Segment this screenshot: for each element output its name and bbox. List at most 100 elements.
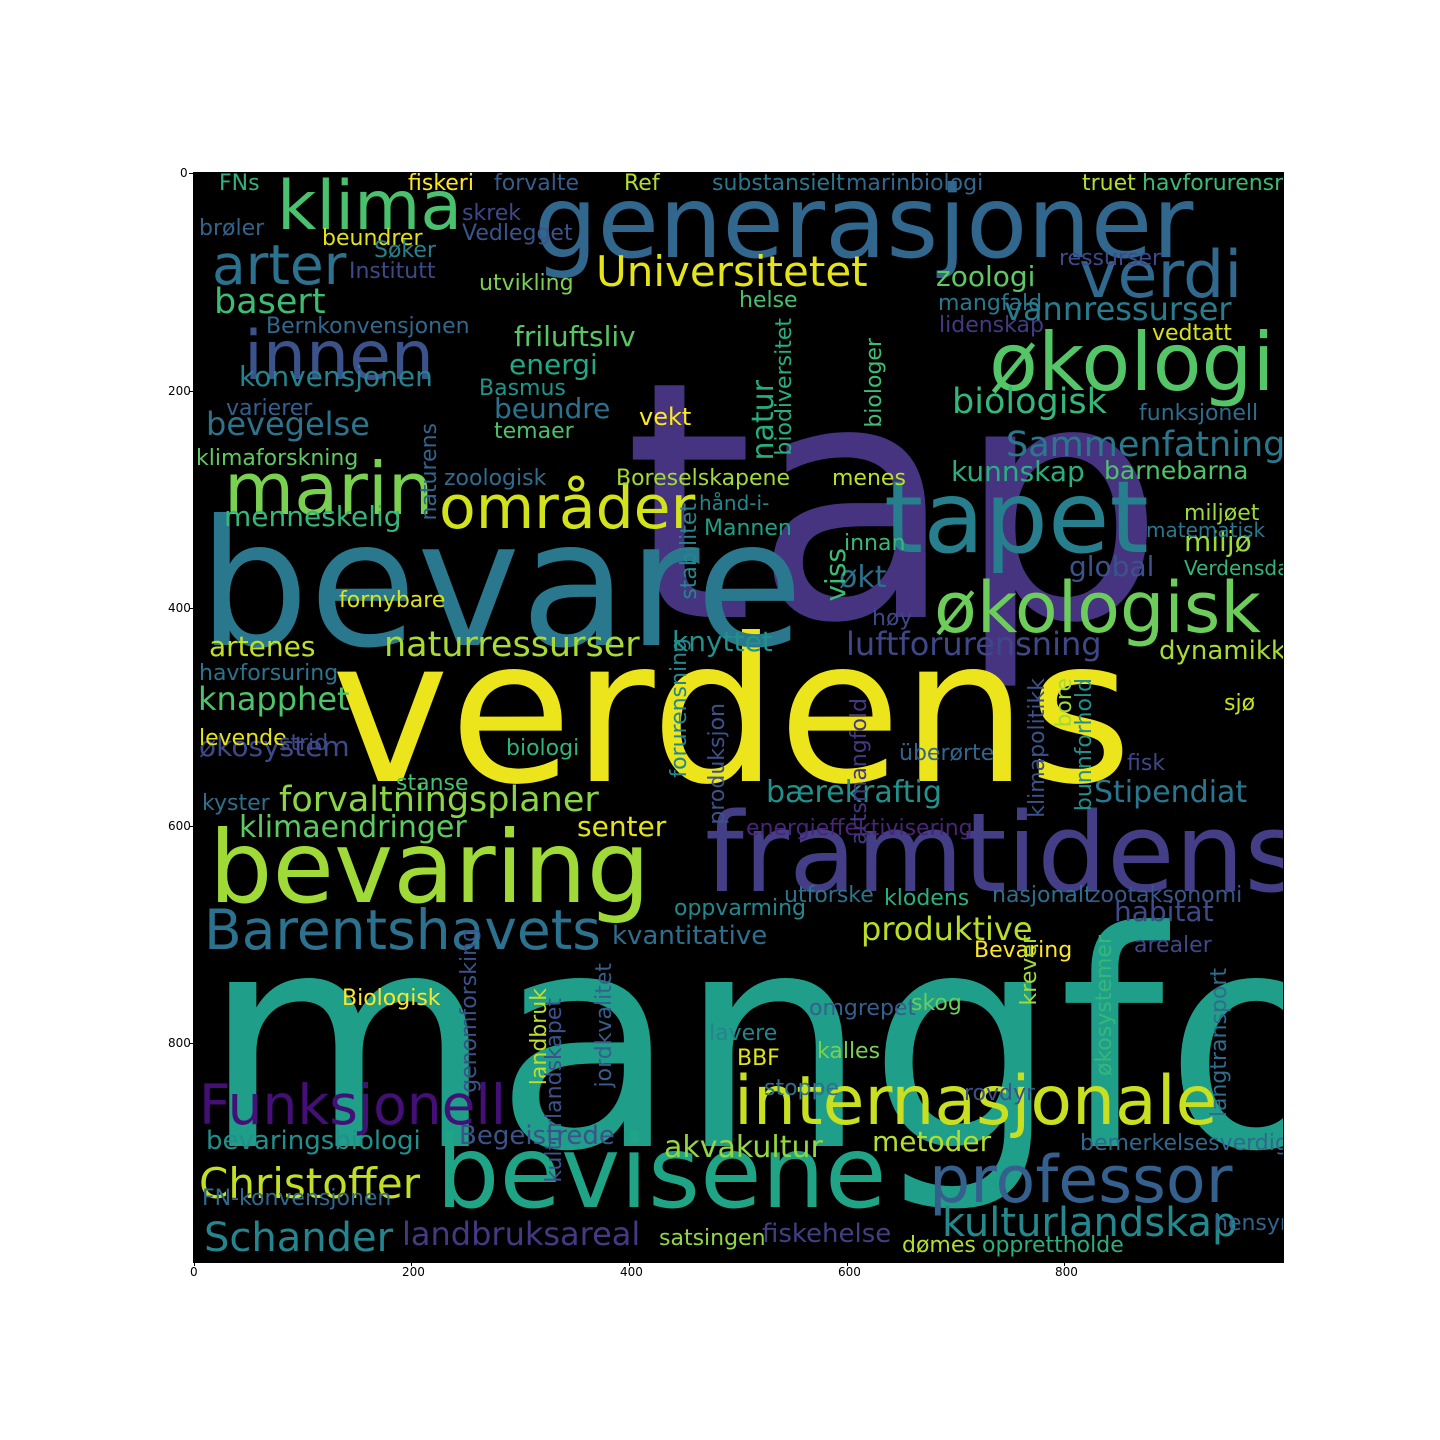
x-tick-mark <box>194 1262 195 1266</box>
cloud-word: Ref <box>624 173 660 196</box>
cloud-word: utvikling <box>479 271 574 296</box>
cloud-word: opprettholde <box>982 1233 1124 1258</box>
cloud-word: stanse <box>396 771 469 796</box>
cloud-word: konvensjonen <box>239 360 433 393</box>
cloud-word: høy <box>872 606 913 631</box>
cloud-word: vekt <box>639 403 692 431</box>
cloud-word: temaer <box>494 419 574 444</box>
cloud-word: forurensning <box>667 638 692 778</box>
cloud-word: bevaringsbiologi <box>206 1126 421 1156</box>
cloud-word: artenes <box>209 630 316 663</box>
cloud-word: forvalte <box>494 173 580 196</box>
cloud-word: Boreselskapene <box>616 466 791 491</box>
cloud-word: senter <box>577 810 667 843</box>
x-tick-label: 0 <box>190 1265 198 1279</box>
cloud-word: akvakultur <box>664 1130 823 1165</box>
x-tick-mark <box>629 1262 630 1266</box>
cloud-word: varierer <box>226 396 313 421</box>
cloud-word: produksjon <box>705 703 730 825</box>
cloud-word: hånd-i- <box>699 491 770 515</box>
cloud-word: innen <box>244 317 435 396</box>
cloud-word: omgrepet <box>809 996 917 1021</box>
cloud-word: menes <box>832 466 906 491</box>
cloud-word: bevisene <box>436 1114 887 1231</box>
cloud-word: zoologi <box>936 260 1036 293</box>
y-tick-label: 200 <box>168 384 191 398</box>
cloud-word: bevare <box>198 484 804 687</box>
cloud-word: innan <box>844 531 906 556</box>
cloud-word: rovdyr <box>964 1081 1036 1106</box>
cloud-word: kyster <box>202 791 270 816</box>
y-tick-label: 600 <box>168 819 191 833</box>
cloud-word: metoder <box>872 1125 992 1158</box>
cloud-word: kunnskap <box>951 455 1085 488</box>
cloud-word: biologisk <box>952 382 1107 422</box>
cloud-word: kulturlandskapet <box>542 998 567 1183</box>
cloud-word: krever <box>1017 935 1042 1006</box>
cloud-word: kulturlandskap <box>942 1200 1238 1246</box>
cloud-word: Søker <box>374 238 436 263</box>
cloud-word: Sammenfatning <box>1006 425 1283 465</box>
cloud-word: Biologisk <box>342 986 441 1011</box>
cloud-word: sjø <box>1224 691 1256 716</box>
cloud-word: biologer <box>862 338 887 428</box>
cloud-word: bevaring <box>209 809 651 926</box>
cloud-word: überørte <box>899 741 995 766</box>
cloud-word: jordkvalitet <box>592 963 617 1088</box>
cloud-word: basert <box>214 282 326 322</box>
cloud-word: tap <box>624 311 1166 695</box>
cloud-word: havforurensning <box>1142 173 1283 196</box>
cloud-word: skrek <box>462 201 522 226</box>
cloud-word: Barentshavets <box>204 898 601 962</box>
cloud-word: landbruksareal <box>402 1215 641 1253</box>
cloud-word: BBF <box>737 1046 780 1071</box>
x-tick-mark <box>411 1262 412 1266</box>
cloud-word: bærekraftig <box>766 775 942 810</box>
cloud-word: områder <box>439 473 696 543</box>
y-tick-mark <box>189 608 193 609</box>
cloud-word: habitat <box>1114 895 1214 928</box>
cloud-word: barnebarna <box>1104 456 1249 485</box>
cloud-word: bevegelse <box>206 405 370 443</box>
cloud-word: klimaendringer <box>239 810 467 845</box>
cloud-word: truet <box>1082 173 1136 196</box>
cloud-word: vannressurser <box>1004 290 1232 328</box>
cloud-word: Vedlegget <box>462 221 573 246</box>
cloud-word: lavere <box>709 1021 778 1046</box>
cloud-word: Schander <box>204 1215 394 1261</box>
cloud-word: havforsuring <box>199 661 339 686</box>
cloud-word: lidenskap <box>939 313 1044 338</box>
x-tick-label: 400 <box>620 1265 643 1279</box>
cloud-word: dynamikk <box>1159 636 1283 666</box>
cloud-word: produktive <box>861 910 1033 948</box>
cloud-word: stoppe <box>764 1076 840 1101</box>
cloud-word: luftforurensning <box>846 625 1102 663</box>
cloud-word: vedtatt <box>1152 321 1232 346</box>
cloud-word: stabilitet <box>677 503 702 600</box>
cloud-word: FNs <box>219 173 260 196</box>
cloud-word: friluftsliv <box>514 320 636 353</box>
cloud-word: økologisk <box>934 567 1261 649</box>
y-tick-label: 800 <box>168 1036 191 1050</box>
y-tick-mark <box>189 826 193 827</box>
x-tick-mark <box>847 1262 848 1266</box>
cloud-word: matematisk <box>1146 518 1266 542</box>
cloud-word: professor <box>929 1143 1233 1218</box>
cloud-word: fisk <box>1127 751 1166 776</box>
cloud-word: arealer <box>1134 933 1212 958</box>
cloud-word: satsingen <box>659 1226 766 1251</box>
cloud-word: internasjonale <box>734 1062 1218 1141</box>
cloud-word: oppvarming <box>674 896 806 921</box>
cloud-word: viss <box>819 548 852 602</box>
cloud-word: Christoffer <box>199 1159 420 1208</box>
cloud-word: forvaltningsplaner <box>279 780 599 820</box>
cloud-word: miljøet <box>1184 501 1260 526</box>
cloud-word: energieffektivisering <box>746 816 973 841</box>
cloud-word: tapet <box>884 459 1149 576</box>
cloud-word: FN-konvensjonen <box>202 1186 392 1211</box>
cloud-word: genomforsking <box>457 928 482 1093</box>
cloud-word: helse <box>739 288 798 313</box>
cloud-word: funksjonell <box>1139 401 1259 426</box>
cloud-word: Funksjonell <box>199 1073 507 1137</box>
